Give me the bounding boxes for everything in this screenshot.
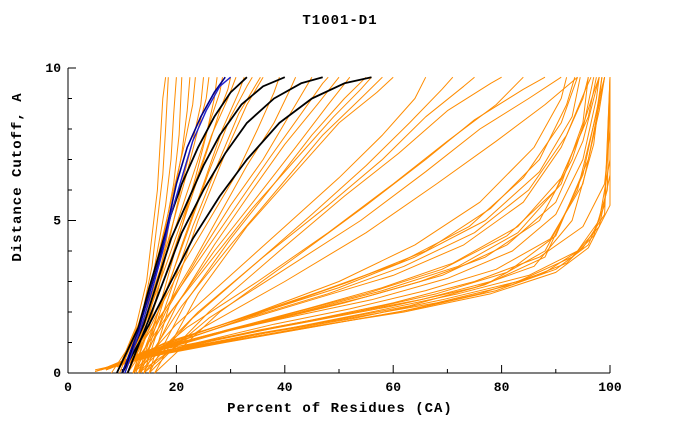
x-tick-label: 0 [64, 380, 72, 395]
model-curve [143, 76, 340, 374]
model-curve [132, 76, 427, 374]
page-title: T1001-D1 [302, 13, 378, 29]
x-tick-label: 40 [277, 380, 293, 395]
x-tick-label: 100 [598, 380, 622, 395]
y-tick-label: 10 [45, 61, 61, 76]
model-curve [143, 76, 562, 374]
model-curve [138, 76, 578, 374]
ref-curve [121, 76, 372, 374]
model-curve [94, 77, 611, 372]
model-curve [121, 77, 568, 365]
model-curve [148, 76, 264, 374]
model-curve [122, 76, 592, 365]
model-curve [119, 77, 196, 374]
model-curve [105, 77, 606, 371]
model-curve [138, 76, 475, 374]
model-curve [111, 77, 600, 368]
model-curve [100, 77, 600, 371]
model-curve [148, 76, 502, 374]
ref-curve [126, 76, 323, 374]
x-axis-label: Percent of Residues (CA) [227, 401, 453, 417]
model-curve [132, 76, 524, 374]
model-curve [138, 76, 383, 374]
model-curve [140, 77, 245, 374]
model-curve [127, 76, 372, 374]
blue-curve [124, 76, 232, 374]
model-curve [116, 77, 581, 366]
model-curve [105, 77, 595, 371]
model-curve [135, 76, 253, 374]
model-curve [94, 77, 611, 372]
model-curve [127, 77, 223, 374]
ref-curve [115, 76, 248, 374]
model-curve [100, 77, 603, 371]
model-curve [100, 77, 606, 371]
model-curve [138, 76, 313, 374]
model-curve [154, 76, 546, 374]
model-curve [127, 77, 280, 374]
model-curve [116, 77, 597, 368]
y-tick-label: 5 [53, 214, 61, 229]
model-curve [154, 76, 394, 374]
navy-curve [121, 76, 226, 374]
x-tick-label: 80 [494, 380, 510, 395]
y-tick-label: 0 [53, 366, 61, 381]
model-curve [121, 76, 329, 374]
ref-curve [121, 76, 286, 374]
model-curve [105, 77, 611, 371]
model-curve [143, 76, 454, 374]
model-curve [116, 77, 167, 374]
x-tick-label: 60 [385, 380, 401, 395]
x-tick-label: 20 [169, 380, 185, 395]
model-curve [105, 77, 589, 369]
